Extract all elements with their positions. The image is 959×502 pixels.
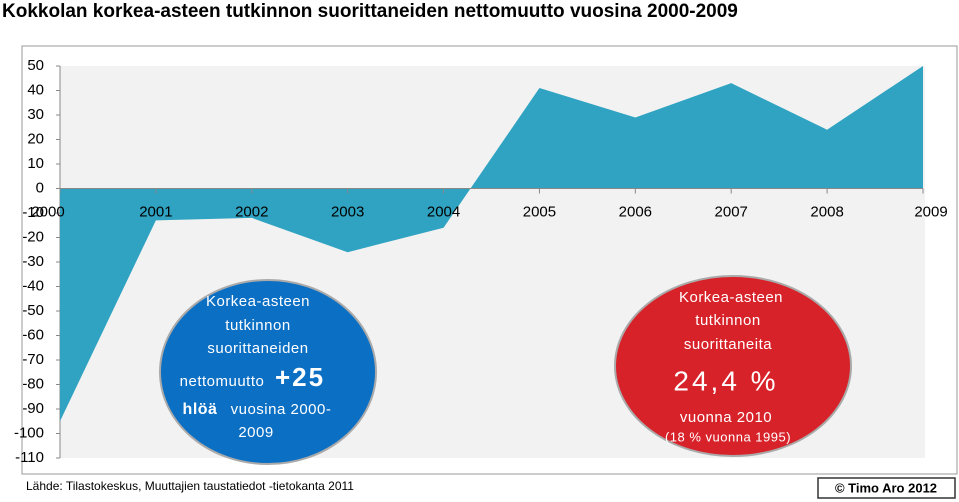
y-tick-label: -30 (22, 253, 44, 270)
annotation: tutkinnon (695, 312, 760, 329)
source: Lähde: Tilastokeskus, Muuttajien taustat… (26, 479, 354, 493)
x-tick-label: 2005 (523, 203, 556, 220)
x-tick-label: 2008 (810, 203, 843, 220)
copyright-box (817, 477, 956, 499)
left-bubble (159, 279, 377, 465)
annotation: vuonna 2010 (680, 409, 772, 426)
plot: 50 40 30 20 10 0 -10 -20 -30 -40 -50 -60 -70 -80 -90 -1… (14, 57, 948, 466)
y-tick-label: -40 (22, 277, 44, 294)
y-tick-label: -110 (15, 449, 44, 466)
x-tick-label: 2001 (139, 203, 172, 220)
annotation: +25 (275, 362, 325, 392)
y-tick-label: -70 (22, 351, 44, 368)
y-tick-label: -100 (14, 424, 44, 441)
y-tick-label: 10 (27, 155, 44, 172)
annotation: vuosina 2000- (231, 401, 332, 418)
annotation: tutkinnon (225, 317, 290, 334)
annotation: (18 % vuonna 1995) (665, 429, 791, 444)
y-tick-label: 0 (36, 179, 44, 196)
y-tick-label: -90 (22, 400, 44, 417)
y-tick-label: 20 (27, 130, 44, 147)
annotation: suorittaneita (684, 336, 772, 353)
annotation: hlöä (183, 401, 218, 418)
x-tick-label: 2000 (31, 203, 64, 220)
x-tick-label: 2007 (715, 203, 748, 220)
y-tick-label: -10 (22, 204, 44, 221)
annotation: Korkea-asteen (679, 289, 783, 306)
y-tick-label: -60 (22, 326, 44, 343)
y-tick-label: 50 (27, 57, 44, 74)
y-tick-label: 40 (27, 81, 44, 98)
annotation: 2009 (238, 424, 273, 441)
annotation: Korkea-asteen (206, 293, 310, 310)
frame (21, 45, 958, 475)
annotation: suorittaneiden (207, 340, 308, 357)
x-tick-label: 2006 (619, 203, 652, 220)
y-tick-label: -20 (22, 228, 44, 245)
annotation: 24,4 % (673, 365, 778, 396)
copyright: © Timo Aro 2012 (835, 480, 937, 495)
area (60, 66, 923, 422)
x-tick-label: 2004 (427, 203, 460, 220)
y-tick-label: -80 (22, 375, 44, 392)
chart-title: Kokkolan korkea-asteen tutkinnon suoritt… (2, 1, 738, 22)
x-tick-label: 2002 (235, 203, 268, 220)
right-bubble (614, 275, 852, 457)
annotation: nettomuutto (180, 373, 265, 390)
x-tick-label: 2003 (331, 203, 364, 220)
y-tick-label: -50 (22, 302, 44, 319)
x-tick-label: 2009 (914, 203, 947, 220)
y-tick-label: 30 (27, 106, 44, 123)
